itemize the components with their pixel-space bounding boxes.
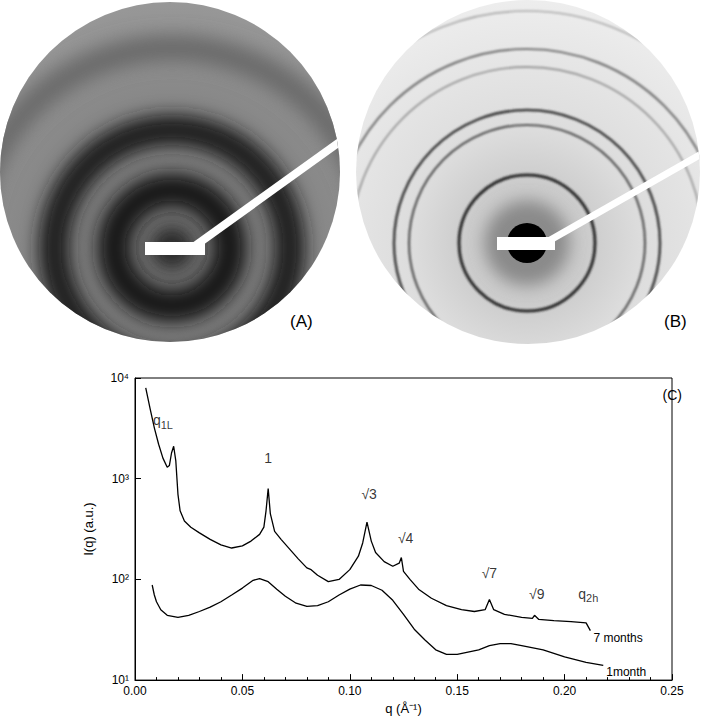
svg-text:√4: √4: [398, 530, 414, 546]
svg-text:q: q: [578, 586, 586, 602]
svg-text:0.05: 0.05: [231, 684, 255, 698]
svg-text:0.00: 0.00: [123, 684, 147, 698]
svg-text:I(q) (a.u.): I(q) (a.u.): [81, 502, 96, 555]
svg-text:√9: √9: [529, 586, 545, 602]
svg-text:√7: √7: [482, 565, 498, 581]
svg-text:0.25: 0.25: [660, 684, 684, 698]
svg-text:1L: 1L: [161, 419, 173, 431]
svg-text:1: 1: [264, 450, 272, 466]
svg-text:q: q: [152, 412, 161, 429]
svg-text:√3: √3: [361, 486, 377, 502]
svg-text:1month: 1month: [606, 665, 646, 679]
svg-text:0.15: 0.15: [446, 684, 470, 698]
svg-text:2h: 2h: [586, 592, 598, 604]
svg-text:q (Å⁻¹): q (Å⁻¹): [385, 701, 422, 716]
svg-text:0.20: 0.20: [553, 684, 577, 698]
svg-text:10³: 10³: [112, 472, 129, 486]
svg-text:0.10: 0.10: [338, 684, 362, 698]
svg-text:(A): (A): [290, 312, 313, 331]
svg-text:10²: 10²: [112, 572, 129, 586]
svg-text:(C): (C): [663, 387, 682, 403]
svg-text:10⁴: 10⁴: [110, 371, 129, 385]
svg-text:7 months: 7 months: [593, 631, 642, 645]
svg-text:10¹: 10¹: [111, 673, 129, 688]
svg-text:(B): (B): [664, 312, 687, 331]
